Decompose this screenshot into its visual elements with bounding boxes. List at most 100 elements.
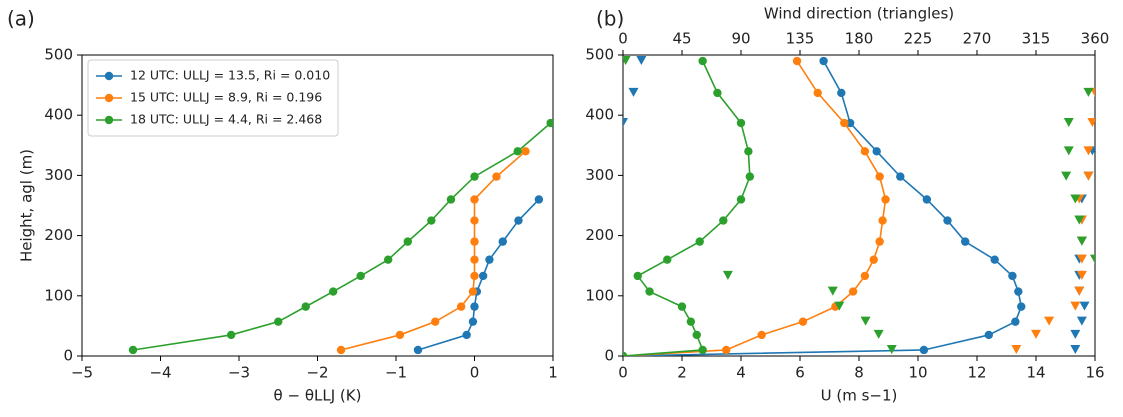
x-tick-label: 1 bbox=[548, 364, 558, 382]
series-point bbox=[1017, 302, 1026, 311]
x-tick-label: 0 bbox=[618, 364, 628, 382]
series-point bbox=[462, 330, 471, 340]
series-point bbox=[698, 345, 707, 355]
series-point bbox=[521, 147, 530, 156]
direction-marker bbox=[1076, 254, 1087, 264]
series-point bbox=[226, 330, 236, 340]
series-point bbox=[470, 302, 479, 311]
series-line bbox=[417, 198, 540, 351]
series-point bbox=[990, 255, 999, 264]
series-point bbox=[623, 351, 628, 356]
direction-marker bbox=[1083, 146, 1094, 156]
x2-tick-label: 180 bbox=[845, 30, 874, 48]
x2-tick-label: 90 bbox=[731, 30, 750, 48]
legend-label: 18 UTC: ULLJ = 4.4, Ri = 2.468 bbox=[130, 112, 322, 127]
series-point bbox=[470, 237, 479, 246]
series-point bbox=[848, 287, 858, 296]
x-tick-label: 4 bbox=[736, 364, 746, 382]
legend-label: 15 UTC: ULLJ = 8.9, Ri = 0.196 bbox=[130, 90, 322, 105]
x-axis-label: U (m s−1) bbox=[821, 387, 898, 405]
y-tick-label: 400 bbox=[585, 106, 614, 124]
series-point bbox=[875, 172, 884, 181]
y-axis-label: Height, agl (m) bbox=[18, 149, 36, 262]
series-point bbox=[336, 345, 346, 355]
direction-marker bbox=[1076, 236, 1087, 246]
direction-marker bbox=[1087, 118, 1095, 128]
series-point bbox=[383, 255, 393, 264]
series-point bbox=[468, 317, 478, 326]
direction-marker bbox=[628, 87, 639, 97]
y-tick-label: 300 bbox=[585, 166, 614, 184]
x2-tick-label: 360 bbox=[1081, 30, 1110, 48]
series-point bbox=[922, 195, 932, 204]
series-point bbox=[798, 317, 808, 326]
axes-frame bbox=[622, 54, 1096, 357]
series-point bbox=[470, 216, 479, 225]
x-tick-label: −5 bbox=[71, 364, 93, 382]
series-point bbox=[984, 330, 993, 340]
legend-marker bbox=[104, 115, 114, 125]
series-point bbox=[813, 88, 822, 98]
legend-box bbox=[87, 59, 339, 137]
series-point bbox=[470, 255, 479, 264]
series-point bbox=[356, 271, 365, 281]
x-tick-label: −1 bbox=[385, 364, 407, 382]
series-line bbox=[623, 60, 751, 356]
series-point bbox=[456, 302, 466, 311]
series-point bbox=[896, 172, 905, 181]
series-point bbox=[427, 216, 436, 225]
series-point bbox=[1014, 287, 1023, 296]
series-point bbox=[513, 147, 522, 156]
x2-tick-label: 45 bbox=[672, 30, 691, 48]
series-point bbox=[943, 216, 952, 225]
series-point bbox=[872, 147, 881, 156]
series-point bbox=[403, 237, 412, 246]
series-point bbox=[514, 216, 523, 225]
direction-marker bbox=[1063, 146, 1074, 156]
series-point bbox=[692, 330, 701, 340]
series-point bbox=[722, 345, 731, 355]
series-point bbox=[869, 255, 878, 264]
axes-frame bbox=[81, 54, 554, 357]
series-point bbox=[329, 287, 338, 296]
direction-marker bbox=[1031, 329, 1041, 339]
series-point bbox=[736, 195, 746, 204]
series-point bbox=[492, 172, 501, 181]
series-point bbox=[698, 56, 707, 66]
series-point bbox=[819, 56, 828, 66]
direction-marker bbox=[1083, 171, 1094, 181]
direction-marker bbox=[1076, 270, 1087, 280]
series-point bbox=[792, 56, 802, 66]
x-tick-label: −3 bbox=[228, 364, 250, 382]
series-point bbox=[1011, 317, 1020, 326]
x-tick-label: 0 bbox=[470, 364, 480, 382]
series-point bbox=[875, 237, 884, 246]
y-tick-label: 0 bbox=[63, 347, 73, 365]
direction-marker bbox=[623, 56, 631, 66]
y-tick-label: 0 bbox=[604, 347, 614, 365]
direction-marker bbox=[722, 270, 733, 280]
series-point bbox=[645, 287, 654, 296]
direction-marker bbox=[834, 301, 845, 311]
direction-marker bbox=[1074, 215, 1085, 225]
x-tick-label: −4 bbox=[149, 364, 171, 382]
direction-marker bbox=[1063, 118, 1074, 128]
x2-tick-label: 135 bbox=[786, 30, 815, 48]
x-tick-label: −2 bbox=[306, 364, 328, 382]
direction-marker bbox=[623, 118, 628, 128]
series-point bbox=[757, 330, 766, 340]
series-point bbox=[470, 195, 479, 204]
series-point bbox=[274, 317, 283, 326]
series-point bbox=[881, 195, 890, 204]
x2-tick-label: 225 bbox=[904, 30, 933, 48]
y-tick-label: 400 bbox=[44, 106, 73, 124]
series-point bbox=[860, 147, 870, 156]
direction-marker bbox=[1061, 171, 1072, 181]
series-point bbox=[961, 237, 970, 246]
x-tick-label: 12 bbox=[967, 364, 986, 382]
series-point bbox=[745, 172, 755, 181]
series-point bbox=[744, 147, 753, 156]
series-point bbox=[919, 345, 929, 355]
direction-marker bbox=[636, 56, 647, 66]
